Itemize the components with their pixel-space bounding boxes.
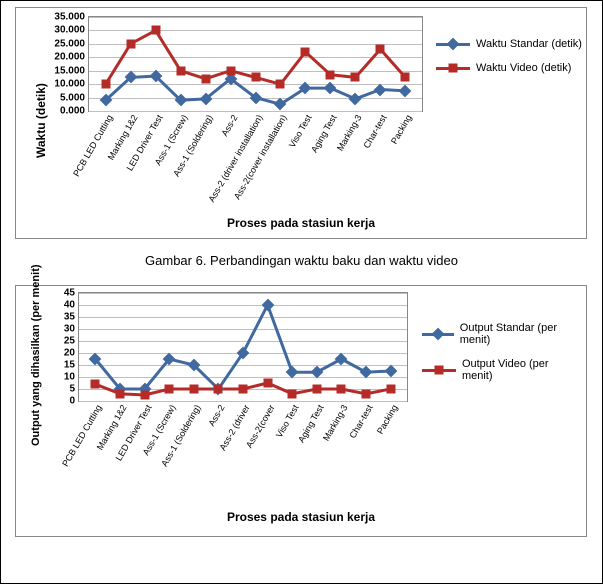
- y-tick-label: 0.000: [60, 106, 85, 117]
- chart1-plot-area: 0.0005.00010.00015.00020.00025.00030.000…: [88, 16, 423, 112]
- chart2-plot-area: 051015202530354045PCB LED CuttingMarking…: [78, 292, 408, 402]
- legend-item: Output Video (per menit): [422, 358, 582, 382]
- gridline: [79, 329, 407, 330]
- gridline: [79, 305, 407, 306]
- legend-label: Waktu Video (detik): [476, 62, 571, 74]
- data-marker: [199, 93, 212, 106]
- legend-marker-diamond: [422, 333, 454, 336]
- gridline: [89, 30, 422, 31]
- gridline: [89, 17, 422, 18]
- y-tick-label: 5: [69, 384, 75, 395]
- data-marker: [140, 391, 149, 400]
- data-marker: [116, 389, 125, 398]
- y-tick-label: 45: [64, 288, 75, 299]
- data-marker: [124, 71, 137, 84]
- gridline: [79, 353, 407, 354]
- data-marker: [251, 73, 260, 82]
- chart2-y-title-text: Output yang dihasilkan (per menit): [30, 264, 42, 446]
- gridline: [79, 293, 407, 294]
- y-tick-label: 30.000: [54, 25, 85, 36]
- data-marker: [274, 98, 287, 111]
- data-marker: [301, 47, 310, 56]
- data-marker: [351, 73, 360, 82]
- chart1-x-title: Proses pada stasiun kerja: [16, 216, 586, 230]
- legend-item: Output Standar (per menit): [422, 322, 582, 346]
- x-tick-label: Packing: [375, 403, 400, 436]
- x-tick-label: Ass-2: [207, 403, 227, 428]
- x-tick-label: Aging Test: [309, 113, 339, 154]
- legend-item: Waktu Standar (detik): [436, 38, 586, 50]
- data-marker: [362, 389, 371, 398]
- data-marker: [335, 353, 348, 366]
- legend-marker-square: [436, 67, 470, 70]
- y-tick-label: 0: [69, 396, 75, 407]
- x-tick-label: Char-test: [347, 403, 374, 440]
- y-tick-label: 10: [64, 372, 75, 383]
- gridline: [79, 389, 407, 390]
- data-marker: [91, 380, 100, 389]
- x-tick-label: Viso Test: [287, 113, 314, 149]
- legend-marker-diamond: [436, 43, 470, 46]
- y-tick-label: 35.000: [54, 12, 85, 23]
- x-tick-label: PCB LED Cutting: [71, 113, 114, 178]
- data-marker: [376, 45, 385, 54]
- y-tick-label: 25: [64, 336, 75, 347]
- data-marker: [163, 353, 176, 366]
- chart-1-box: Waktu (detik) 0.0005.00010.00015.00020.0…: [15, 7, 587, 239]
- gridline: [79, 365, 407, 366]
- y-tick-label: 35: [64, 312, 75, 323]
- gridline: [89, 98, 422, 99]
- y-tick-label: 15: [64, 359, 75, 370]
- chart1-y-title: Waktu (detik): [34, 83, 48, 158]
- legend-item: Waktu Video (detik): [436, 62, 586, 74]
- data-marker: [263, 379, 272, 388]
- y-tick-label: 10.000: [54, 79, 85, 90]
- data-marker: [288, 389, 297, 398]
- chart2-x-title: Proses pada stasiun kerja: [16, 510, 586, 524]
- data-marker: [401, 73, 410, 82]
- x-tick-label: Packing: [389, 113, 414, 146]
- y-tick-label: 15.000: [54, 65, 85, 76]
- x-tick-label: Viso Test: [274, 403, 301, 439]
- gridline: [79, 401, 407, 402]
- chart-2-box: Output yang dihasilkan (per menit) 05101…: [15, 285, 587, 537]
- y-tick-label: 5.000: [60, 92, 85, 103]
- data-marker: [89, 353, 102, 366]
- chart2-legend: Output Standar (per menit) Output Video …: [422, 322, 582, 394]
- data-marker: [201, 74, 210, 83]
- y-tick-label: 25.000: [54, 38, 85, 49]
- gridline: [89, 71, 422, 72]
- chart2-y-title: Output yang dihasilkan (per menit): [30, 264, 42, 446]
- gridline: [79, 341, 407, 342]
- y-tick-label: 20: [64, 348, 75, 359]
- legend-marker-square: [422, 369, 456, 372]
- legend-label: Output Standar (per menit): [460, 322, 582, 346]
- data-marker: [399, 84, 412, 97]
- gridline: [79, 377, 407, 378]
- y-tick-label: 30: [64, 323, 75, 334]
- gridline: [89, 57, 422, 58]
- x-tick-label: PCB LED Cutting: [61, 403, 104, 468]
- figure-caption-1: Gambar 6. Perbandingan waktu baku dan wa…: [1, 253, 602, 268]
- data-marker: [99, 94, 112, 107]
- x-tick-label: Marking-3: [321, 403, 350, 443]
- x-tick-label: Marking-3: [335, 113, 364, 153]
- x-tick-label: Ass-2: [219, 113, 239, 138]
- data-marker: [174, 94, 187, 107]
- chart1-legend: Waktu Standar (detik) Waktu Video (detik…: [436, 38, 586, 86]
- series-line: [106, 76, 406, 104]
- gridline: [79, 317, 407, 318]
- legend-label: Waktu Standar (detik): [476, 38, 582, 50]
- y-tick-label: 20.000: [54, 52, 85, 63]
- page-frame: Waktu (detik) 0.0005.00010.00015.00020.0…: [0, 0, 603, 584]
- gridline: [89, 44, 422, 45]
- legend-label: Output Video (per menit): [462, 358, 582, 382]
- x-tick-label: Char-test: [362, 113, 389, 150]
- data-marker: [384, 365, 397, 378]
- data-marker: [349, 93, 362, 106]
- y-tick-label: 40: [64, 300, 75, 311]
- gridline: [89, 84, 422, 85]
